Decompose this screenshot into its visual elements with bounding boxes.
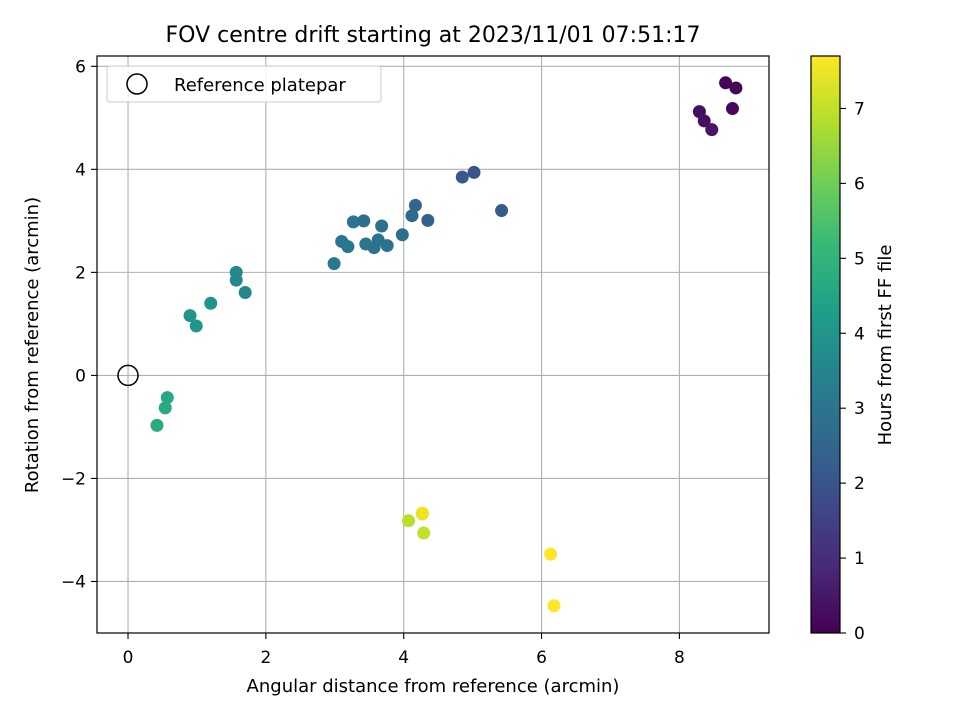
colorbar: 0 1 2 3 4 5 6 7 Hours from first FF file	[810, 55, 896, 644]
reference-platepar-marker	[117, 364, 139, 387]
data-point	[455, 170, 469, 184]
data-point	[229, 273, 243, 287]
y-tick-label: −2	[61, 469, 86, 489]
y-axis-label: Rotation from reference (arcmin)	[22, 197, 43, 493]
data-point	[405, 209, 419, 223]
colorbar-tick-label: 4	[854, 324, 865, 344]
data-point	[238, 285, 252, 299]
colorbar-tick-label: 0	[854, 624, 865, 644]
data-point	[495, 204, 509, 218]
x-tick-label: 6	[536, 648, 547, 668]
colorbar-tick-label: 6	[854, 174, 865, 194]
data-point	[417, 526, 431, 540]
data-point	[725, 102, 739, 116]
colorbar-tick-label: 3	[854, 399, 865, 419]
data-point	[547, 599, 561, 613]
x-tick-label: 0	[123, 648, 134, 668]
data-point	[408, 198, 422, 212]
data-point	[719, 76, 733, 90]
legend-box	[106, 65, 382, 103]
colorbar-tick-label: 7	[854, 99, 865, 119]
data-point	[421, 213, 435, 227]
colorbar-gradient	[810, 55, 841, 634]
plot-frame	[96, 55, 770, 634]
data-points	[117, 76, 743, 613]
data-point	[705, 123, 719, 137]
y-tick-label: 0	[75, 366, 86, 386]
y-tick-label: 4	[75, 160, 86, 180]
colorbar-tick-label: 2	[854, 474, 865, 494]
data-point	[189, 319, 203, 333]
y-tick-label: 2	[75, 263, 86, 283]
x-axis-label: Angular distance from reference (arcmin)	[247, 676, 620, 697]
data-point	[375, 219, 389, 233]
chart-title: FOV centre drift starting at 2023/11/01 …	[166, 23, 701, 48]
y-tick-label: 6	[75, 57, 86, 77]
x-tick-label: 4	[398, 648, 409, 668]
y-axis-ticks: −4 −2 0 2 4 6	[61, 57, 97, 592]
x-tick-label: 2	[260, 648, 271, 668]
data-point	[150, 418, 164, 432]
data-point	[402, 514, 416, 528]
colorbar-label: Hours from first FF file	[875, 245, 896, 446]
data-point	[544, 547, 558, 561]
legend: Reference platepar	[106, 65, 382, 103]
x-tick-label: 8	[674, 648, 685, 668]
colorbar-ticks: 0 1 2 3 4 5 6 7	[840, 99, 865, 644]
data-point	[697, 114, 711, 128]
data-point	[160, 391, 174, 405]
x-axis-ticks: 0 2 4 6 8	[123, 633, 685, 668]
data-point	[204, 296, 218, 310]
data-point	[729, 81, 743, 95]
data-point	[415, 507, 429, 521]
y-tick-label: −4	[61, 572, 86, 592]
colorbar-tick-label: 5	[854, 249, 865, 269]
plot-background	[97, 56, 769, 633]
legend-label: Reference platepar	[174, 75, 346, 96]
data-point	[380, 239, 394, 253]
data-point	[158, 401, 172, 415]
data-point	[346, 215, 360, 229]
plot-area: 0 2 4 6 8 −4 −2 0 2 4 6	[61, 55, 770, 668]
data-point	[327, 257, 341, 271]
data-point	[183, 309, 197, 323]
legend-reference-marker	[126, 73, 148, 95]
data-point	[367, 241, 381, 255]
colorbar-tick-label: 1	[854, 549, 865, 569]
data-point	[467, 165, 481, 179]
data-point	[357, 214, 371, 228]
data-point	[341, 240, 355, 254]
data-point	[395, 228, 409, 242]
